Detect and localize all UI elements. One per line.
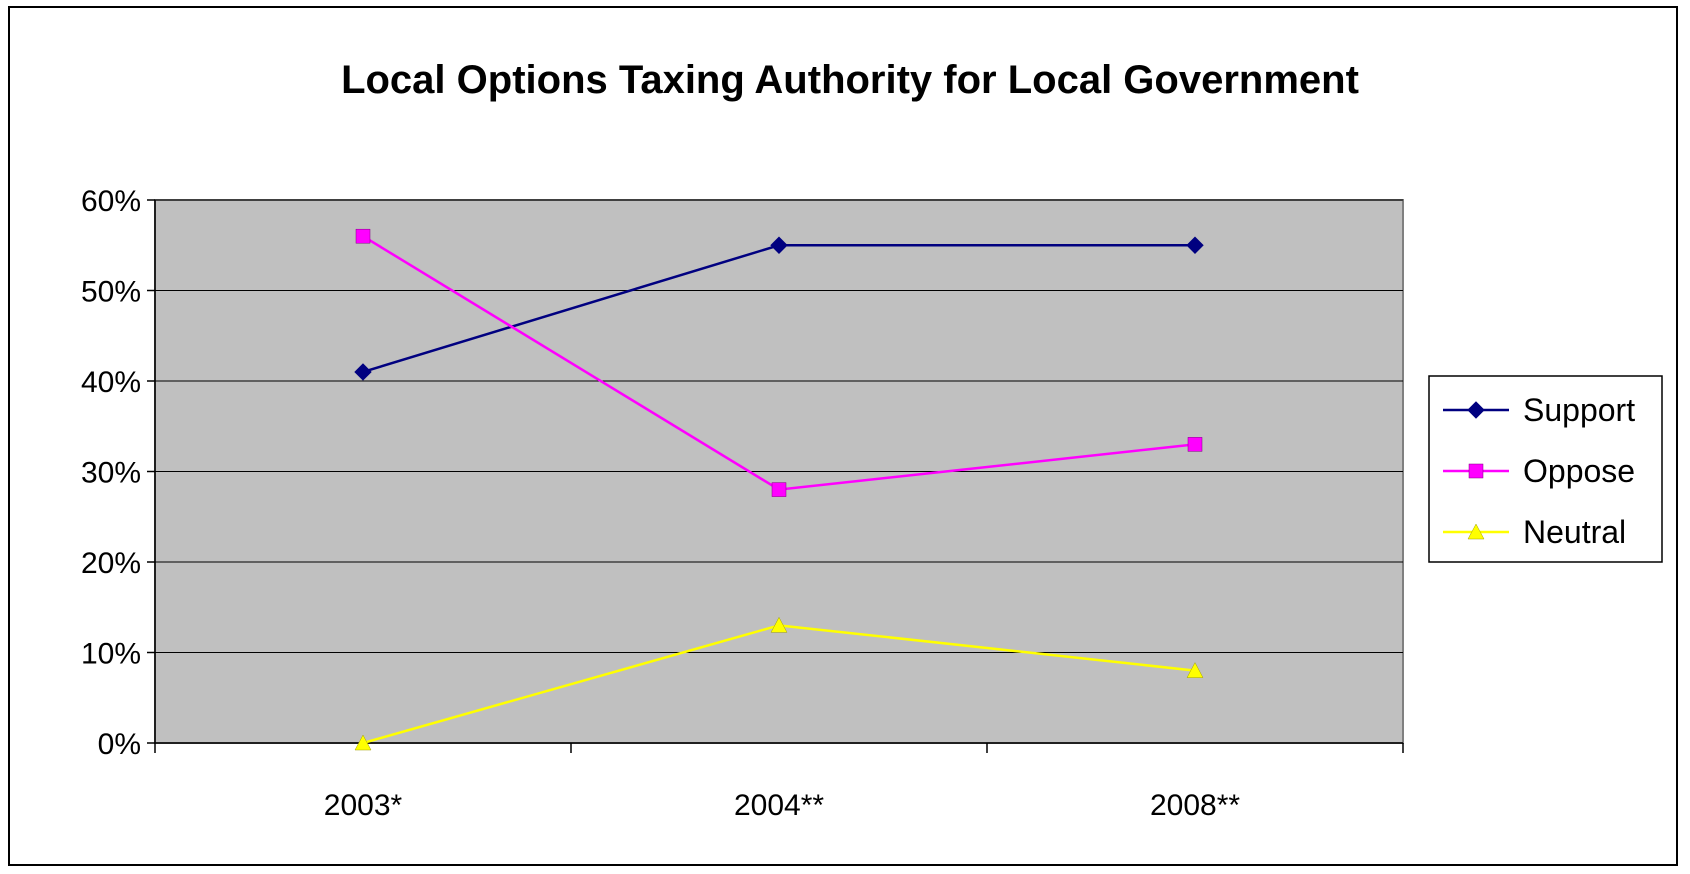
gridlines <box>155 199 1403 653</box>
legend-marker-support <box>1467 401 1485 419</box>
series-group <box>354 228 1204 751</box>
y-tick-label: 30% <box>81 457 141 490</box>
chart-title: Local Options Taxing Authority for Local… <box>341 58 1359 102</box>
y-tick-label: 0% <box>98 728 141 761</box>
y-axis-ticks: 0% 10% 20% 30% 40% 50% 60% <box>81 185 155 761</box>
legend-label-oppose: Oppose <box>1523 453 1635 489</box>
x-tick-label: 2008** <box>1150 789 1240 822</box>
data-point-support <box>1186 236 1204 254</box>
data-point-neutral <box>770 616 788 633</box>
x-tick-label: 2003* <box>324 789 403 822</box>
legend-label-support: Support <box>1523 392 1635 428</box>
y-tick-label: 40% <box>81 366 141 399</box>
series-support <box>354 236 1204 381</box>
y-tick-label: 10% <box>81 638 141 671</box>
data-point-support <box>770 236 788 254</box>
x-tick-label: 2004** <box>734 789 824 822</box>
legend-label-neutral: Neutral <box>1523 514 1626 550</box>
data-point-support <box>354 363 372 381</box>
series-neutral <box>354 616 1204 751</box>
legend-marker-oppose <box>1468 463 1484 479</box>
data-point-oppose <box>1187 437 1203 452</box>
legend-marker-neutral <box>1467 523 1485 540</box>
legend: Support Oppose Neutral <box>1428 375 1663 563</box>
x-axis-ticks: 2003* 2004** 2008** <box>154 743 1404 822</box>
data-point-oppose <box>771 482 787 497</box>
data-point-oppose <box>355 228 371 244</box>
y-tick-label: 60% <box>81 185 141 218</box>
data-point-neutral <box>354 734 372 751</box>
series-oppose <box>355 228 1203 497</box>
y-tick-label: 20% <box>81 547 141 580</box>
y-tick-label: 50% <box>81 276 141 309</box>
data-point-neutral <box>1186 662 1204 678</box>
